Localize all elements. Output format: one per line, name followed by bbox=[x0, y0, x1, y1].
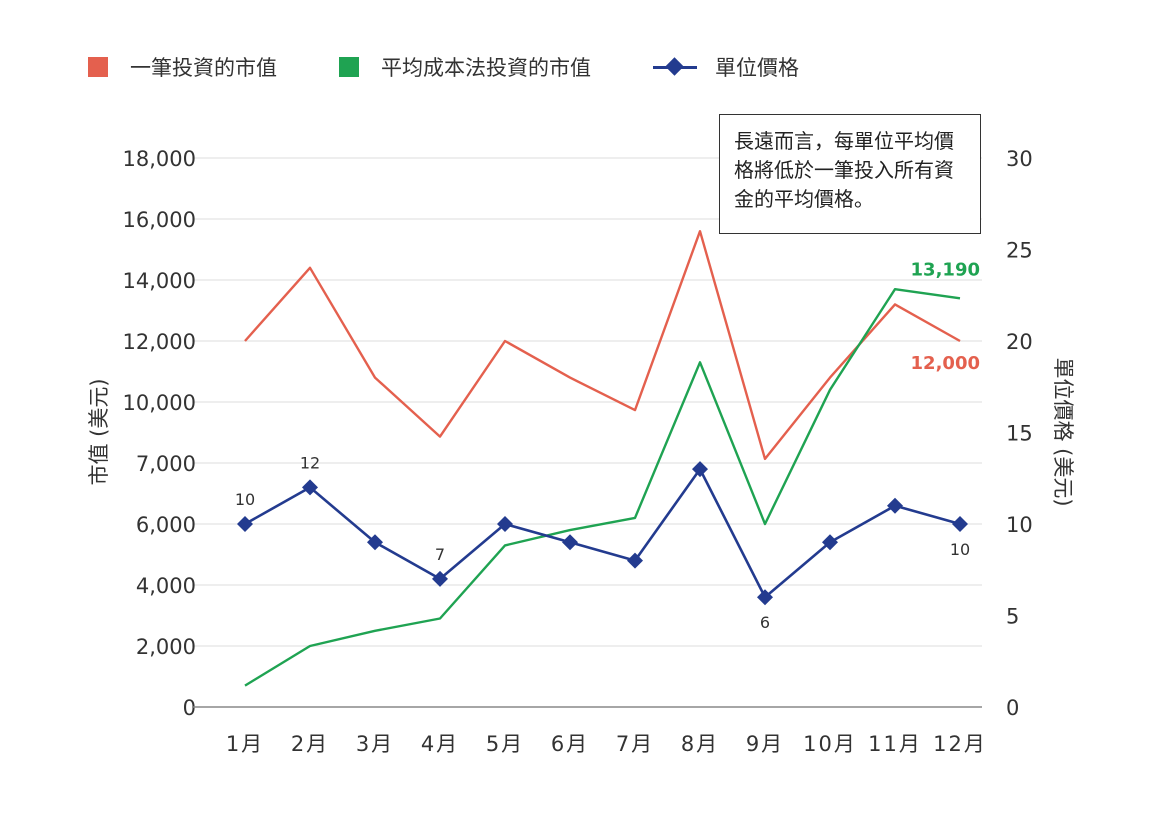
legend-swatch-unit-price bbox=[653, 57, 697, 77]
y2-tick-label: 30 bbox=[1006, 147, 1033, 171]
unit-price-marker bbox=[822, 534, 838, 551]
y2-tick-label: 0 bbox=[1006, 696, 1019, 720]
x-tick-label: 3月 bbox=[356, 732, 394, 756]
y-tick-label: 18,000 bbox=[123, 147, 196, 171]
x-tick-label: 6月 bbox=[551, 732, 589, 756]
end-value-label: 13,190 bbox=[911, 259, 980, 280]
y2-tick-label: 5 bbox=[1006, 605, 1019, 629]
unit-price-marker bbox=[237, 516, 253, 532]
x-tick-label: 8月 bbox=[681, 732, 719, 756]
y2-tick-label: 20 bbox=[1006, 330, 1033, 354]
data-label: 7 bbox=[435, 545, 445, 564]
unit-price-marker bbox=[562, 534, 578, 551]
legend-label-lump-sum: 一筆投資的市值 bbox=[130, 56, 277, 80]
annotation-note: 長遠而言，每單位平均價格將低於一筆投入所有資金的平均價格。 bbox=[719, 114, 981, 234]
data-label: 10 bbox=[235, 490, 255, 509]
x-tick-label: 5月 bbox=[486, 732, 524, 756]
y2-tick-label: 10 bbox=[1006, 513, 1033, 537]
unit-price-marker bbox=[952, 516, 968, 532]
unit-price-marker bbox=[887, 497, 903, 514]
unit-price-marker bbox=[497, 516, 513, 532]
end-value-label: 12,000 bbox=[911, 353, 980, 374]
unit-price-marker bbox=[432, 570, 448, 587]
legend-swatch-dca bbox=[339, 57, 359, 77]
unit-price-marker bbox=[757, 589, 773, 606]
y-tick-label: 7,000 bbox=[136, 452, 196, 476]
y-tick-label: 14,000 bbox=[123, 269, 196, 293]
legend-label-dca: 平均成本法投資的市值 bbox=[381, 56, 591, 80]
legend: 一筆投資的市值 平均成本法投資的市值 單位價格 bbox=[88, 52, 861, 82]
unit-price-marker bbox=[302, 479, 318, 496]
data-label: 6 bbox=[760, 613, 770, 632]
series-line-dca bbox=[244, 288, 961, 687]
data-label: 12 bbox=[300, 453, 320, 472]
x-tick-label: 2月 bbox=[291, 732, 329, 756]
x-tick-label: 9月 bbox=[746, 732, 784, 756]
y-tick-label: 12,000 bbox=[123, 330, 196, 354]
x-tick-label: 4月 bbox=[421, 732, 459, 756]
x-tick-label: 7月 bbox=[616, 732, 654, 756]
x-tick-label: 11月 bbox=[868, 732, 922, 756]
legend-item-lump-sum: 一筆投資的市值 bbox=[88, 52, 277, 82]
y2-axis-title: 單位價格 (美元) bbox=[1051, 357, 1075, 506]
y-tick-label: 0 bbox=[183, 696, 196, 720]
y-tick-label: 6,000 bbox=[136, 513, 196, 537]
x-tick-label: 10月 bbox=[803, 732, 857, 756]
data-label: 10 bbox=[950, 540, 970, 559]
y-axis-title: 市值 (美元) bbox=[87, 378, 111, 485]
unit-price-marker bbox=[367, 534, 383, 551]
unit-price-marker bbox=[627, 552, 643, 569]
series-line-unit-price bbox=[244, 467, 961, 599]
legend-swatch-lump-sum bbox=[88, 57, 108, 77]
y-tick-label: 4,000 bbox=[136, 574, 196, 598]
legend-item-unit-price: 單位價格 bbox=[653, 52, 799, 82]
y2-tick-label: 15 bbox=[1006, 422, 1033, 446]
legend-label-unit-price: 單位價格 bbox=[715, 56, 799, 80]
x-tick-label: 1月 bbox=[226, 732, 264, 756]
series-line-lump-sum bbox=[244, 229, 961, 461]
y-tick-label: 10,000 bbox=[123, 391, 196, 415]
legend-item-dca: 平均成本法投資的市值 bbox=[339, 52, 591, 82]
y-tick-label: 16,000 bbox=[123, 208, 196, 232]
y-tick-label: 2,000 bbox=[136, 635, 196, 659]
x-tick-label: 12月 bbox=[933, 732, 987, 756]
unit-price-marker bbox=[692, 461, 708, 478]
y2-tick-label: 25 bbox=[1006, 239, 1033, 263]
